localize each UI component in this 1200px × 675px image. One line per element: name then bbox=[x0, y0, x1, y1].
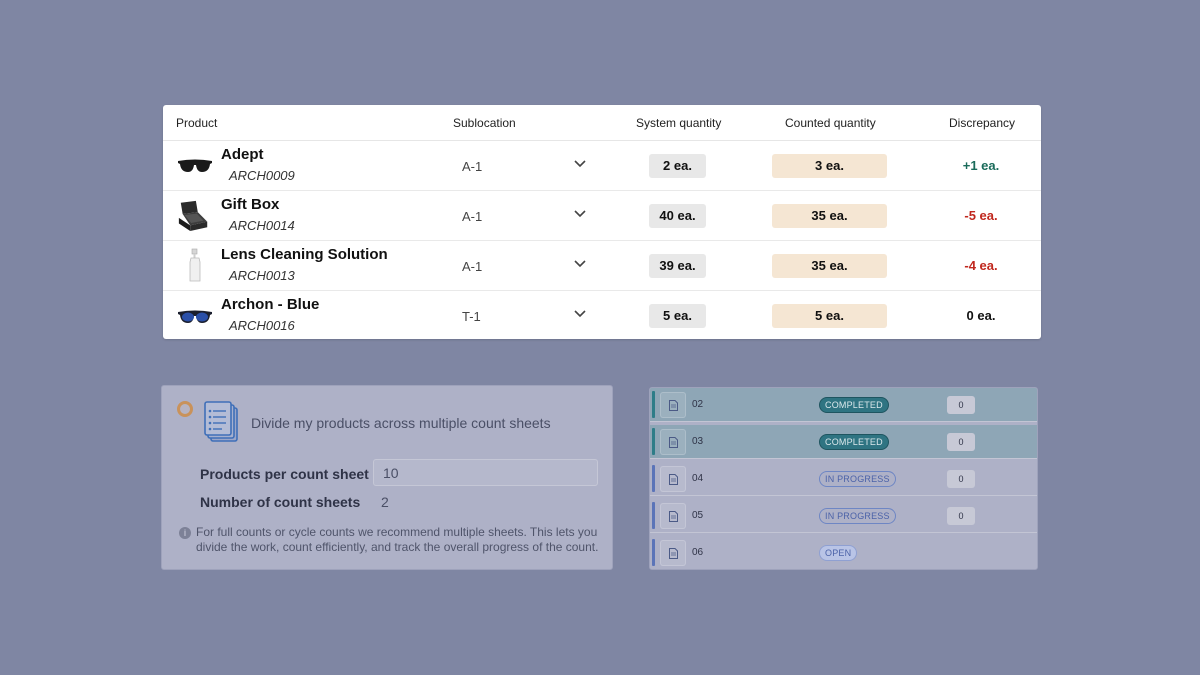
status-bar bbox=[652, 428, 655, 455]
sheet-row[interactable]: 02 COMPLETED 0 bbox=[650, 388, 1037, 422]
sheet-count: 0 bbox=[947, 433, 975, 451]
chevron-down-icon[interactable] bbox=[574, 210, 586, 218]
counted-quantity[interactable]: 35 ea. bbox=[772, 254, 887, 278]
status-bar bbox=[652, 391, 655, 418]
document-icon bbox=[669, 511, 678, 522]
sunglasses-black-icon bbox=[178, 159, 212, 172]
number-of-sheets-value: 2 bbox=[381, 494, 389, 510]
table-row: Lens Cleaning Solution ARCH0013 A-1 39 e… bbox=[163, 241, 1041, 291]
product-name: Lens Cleaning Solution bbox=[221, 246, 388, 263]
document-button[interactable] bbox=[660, 392, 686, 418]
sublocation-value: A-1 bbox=[462, 209, 483, 224]
system-quantity: 40 ea. bbox=[649, 204, 706, 228]
document-button[interactable] bbox=[660, 429, 686, 455]
table-row: Gift Box ARCH0014 A-1 40 ea. 35 ea. -5 e… bbox=[163, 191, 1041, 241]
system-quantity: 39 ea. bbox=[649, 254, 706, 278]
status-badge: IN PROGRESS bbox=[819, 471, 896, 487]
status-badge: OPEN bbox=[819, 545, 858, 561]
status-bar bbox=[652, 539, 655, 566]
discrepancy-value: 0 ea. bbox=[966, 308, 996, 323]
sheet-row[interactable]: 05 IN PROGRESS 0 bbox=[650, 499, 1037, 533]
document-icon bbox=[669, 548, 678, 559]
document-button[interactable] bbox=[660, 466, 686, 492]
system-quantity: 2 ea. bbox=[649, 154, 706, 178]
info-icon: i bbox=[179, 527, 191, 539]
chevron-down-icon[interactable] bbox=[574, 310, 586, 318]
header-counted-quantity: Counted quantity bbox=[785, 116, 876, 130]
gift-box-icon bbox=[178, 200, 208, 232]
option-title: Divide my products across multiple count… bbox=[251, 415, 551, 431]
discrepancy-value: +1 ea. bbox=[962, 158, 1000, 173]
header-sublocation: Sublocation bbox=[453, 116, 516, 130]
document-button[interactable] bbox=[660, 503, 686, 529]
sheet-number: 02 bbox=[692, 399, 704, 410]
header-discrepancy: Discrepancy bbox=[949, 116, 1016, 130]
counted-quantity[interactable]: 5 ea. bbox=[772, 304, 887, 328]
products-per-sheet-input[interactable] bbox=[373, 459, 598, 486]
chevron-down-icon[interactable] bbox=[574, 260, 586, 268]
document-icon bbox=[669, 474, 678, 485]
sublocation-value: A-1 bbox=[462, 259, 483, 274]
sheet-number: 05 bbox=[692, 510, 704, 521]
sheet-count: 0 bbox=[947, 507, 975, 525]
system-quantity: 5 ea. bbox=[649, 304, 706, 328]
status-badge: COMPLETED bbox=[819, 397, 889, 413]
table-row: Archon - Blue ARCH0016 T-1 5 ea. 5 ea. 0… bbox=[163, 291, 1041, 339]
sheet-row[interactable]: 03 COMPLETED 0 bbox=[650, 425, 1037, 459]
sublocation-value: A-1 bbox=[462, 159, 483, 174]
status-bar bbox=[652, 502, 655, 529]
status-badge: IN PROGRESS bbox=[819, 508, 896, 524]
sheet-count: 0 bbox=[947, 470, 975, 488]
document-button[interactable] bbox=[660, 540, 686, 566]
multiple-count-sheets-option[interactable]: Divide my products across multiple count… bbox=[161, 385, 613, 570]
counted-quantity[interactable]: 35 ea. bbox=[772, 204, 887, 228]
sheet-count: 0 bbox=[947, 396, 975, 414]
sunglasses-blue-icon bbox=[178, 310, 212, 323]
sheet-number: 04 bbox=[692, 473, 704, 484]
products-per-sheet-label: Products per count sheet bbox=[200, 466, 369, 482]
discrepancy-value: -5 ea. bbox=[964, 208, 998, 223]
counted-quantity[interactable]: 3 ea. bbox=[772, 154, 887, 178]
option-radio[interactable] bbox=[177, 401, 193, 417]
spray-bottle-icon bbox=[189, 248, 201, 282]
info-text: For full counts or cycle counts we recom… bbox=[196, 525, 599, 554]
sheet-row[interactable]: 06 OPEN bbox=[650, 536, 1037, 569]
product-name: Gift Box bbox=[221, 196, 280, 213]
product-sku: ARCH0016 bbox=[229, 318, 295, 333]
product-sku: ARCH0014 bbox=[229, 218, 295, 233]
number-of-sheets-label: Number of count sheets bbox=[200, 494, 361, 510]
discrepancy-value: -4 ea. bbox=[964, 258, 998, 273]
sheet-number: 03 bbox=[692, 436, 704, 447]
product-sku: ARCH0013 bbox=[229, 268, 295, 283]
header-product: Product bbox=[176, 116, 218, 130]
product-name: Adept bbox=[221, 146, 264, 163]
status-badge: COMPLETED bbox=[819, 434, 889, 450]
inventory-count-table: Product Sublocation System quantity Coun… bbox=[163, 105, 1041, 339]
product-sku: ARCH0009 bbox=[229, 168, 295, 183]
count-sheets-icon bbox=[204, 401, 238, 442]
header-system-quantity: System quantity bbox=[636, 116, 722, 130]
sheet-number: 06 bbox=[692, 547, 704, 558]
sublocation-value: T-1 bbox=[462, 309, 481, 324]
chevron-down-icon[interactable] bbox=[574, 160, 586, 168]
document-icon bbox=[669, 437, 678, 448]
document-icon bbox=[669, 400, 678, 411]
status-bar bbox=[652, 465, 655, 492]
table-header: Product Sublocation System quantity Coun… bbox=[163, 105, 1041, 141]
table-row: Adept ARCH0009 A-1 2 ea. 3 ea. +1 ea. bbox=[163, 141, 1041, 191]
count-sheet-list: 02 COMPLETED 0 03 COMPLETED 0 04 IN PROG… bbox=[649, 387, 1038, 570]
sheet-row[interactable]: 04 IN PROGRESS 0 bbox=[650, 462, 1037, 496]
product-name: Archon - Blue bbox=[221, 296, 320, 313]
